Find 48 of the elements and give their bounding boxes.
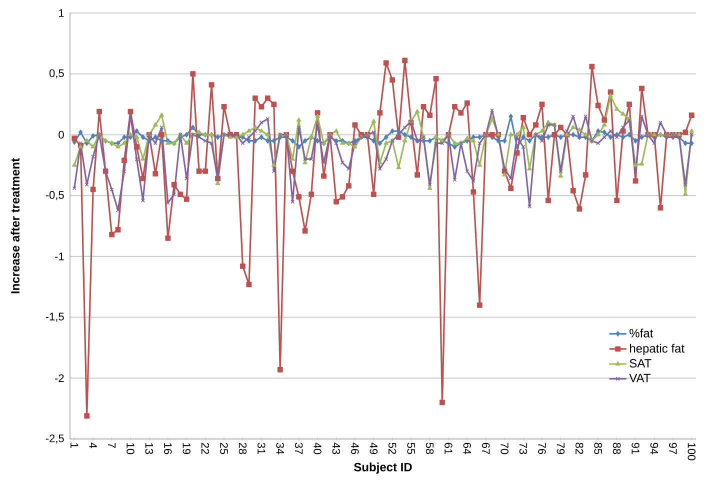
y-tick-label: 0 bbox=[58, 130, 64, 139]
x-tick-label: 97 bbox=[669, 442, 677, 454]
x-tick-label: 43 bbox=[332, 442, 340, 454]
y-tick-label: -1 bbox=[55, 252, 64, 260]
legend-label: %fat bbox=[630, 328, 654, 338]
x-tick-label: 28 bbox=[238, 442, 247, 454]
x-tick-label: 16 bbox=[164, 443, 172, 454]
x-tick-label: 10 bbox=[126, 443, 134, 454]
y-axis-title: Increase after treatment bbox=[10, 158, 20, 294]
x-tick-label: 49 bbox=[370, 442, 378, 454]
x-tick-label: 46 bbox=[351, 442, 359, 454]
y-tick-label: 0,5 bbox=[49, 69, 64, 78]
y-tick-label: -0,5 bbox=[46, 191, 64, 200]
x-tick-label: 79 bbox=[556, 442, 565, 454]
legend-label: SAT bbox=[630, 359, 652, 368]
y-tick-label: -2,5 bbox=[46, 434, 64, 444]
x-tick-label: 82 bbox=[576, 442, 584, 454]
x-tick-label: 22 bbox=[201, 442, 210, 454]
x-tick-label: 58 bbox=[426, 442, 434, 454]
x-tick-label: 91 bbox=[632, 442, 640, 454]
x-axis-title: Subject ID bbox=[354, 462, 412, 474]
x-tick-label: 100 bbox=[688, 443, 696, 460]
x-tick-label: 19 bbox=[182, 443, 190, 454]
legend-label: VAT bbox=[629, 374, 650, 382]
x-tick-label: 25 bbox=[220, 442, 228, 454]
x-tick-label: 4 bbox=[89, 442, 97, 448]
x-tick-label: 1 bbox=[70, 443, 78, 448]
x-tick-label: 73 bbox=[519, 442, 528, 454]
legend-label: hepatic fat bbox=[630, 344, 684, 356]
x-tick-label: 70 bbox=[500, 442, 508, 454]
x-tick-label: 37 bbox=[294, 442, 303, 454]
x-tick-label: 13 bbox=[145, 443, 154, 454]
x-tick-label: 76 bbox=[538, 442, 546, 454]
x-tick-label: 88 bbox=[612, 442, 621, 454]
x-tick-label: 31 bbox=[258, 442, 266, 454]
y-tick-label: -1,5 bbox=[46, 312, 64, 322]
x-tick-label: 55 bbox=[407, 442, 415, 454]
x-tick-label: 34 bbox=[276, 442, 284, 454]
x-tick-label: 67 bbox=[482, 442, 490, 454]
x-tick-label: 52 bbox=[388, 442, 396, 454]
y-tick-label: -2 bbox=[55, 374, 64, 382]
x-tick-label: 94 bbox=[650, 442, 658, 454]
x-tick-label: 64 bbox=[463, 442, 472, 454]
x-tick-label: 85 bbox=[594, 442, 602, 454]
x-tick-label: 7 bbox=[108, 442, 116, 448]
x-tick-label: 40 bbox=[314, 442, 322, 454]
y-tick-label: 1 bbox=[59, 9, 64, 17]
x-tick-label: 61 bbox=[444, 442, 452, 454]
